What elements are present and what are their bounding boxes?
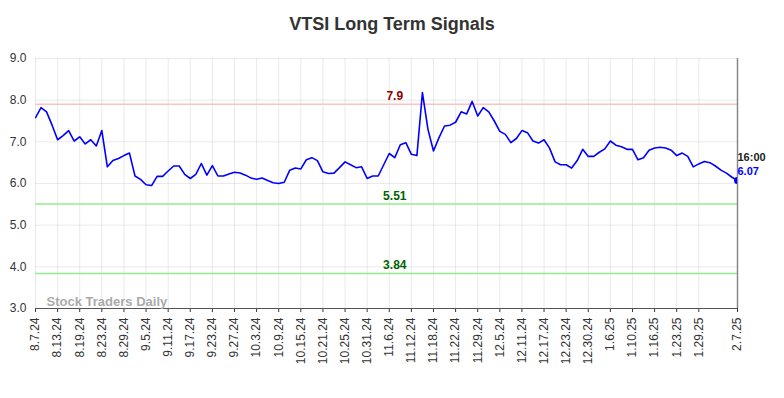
svg-text:12.17.24: 12.17.24 bbox=[537, 317, 551, 364]
svg-text:12.11.24: 12.11.24 bbox=[515, 317, 529, 363]
svg-text:1.29.25: 1.29.25 bbox=[692, 317, 706, 357]
svg-text:1.16.25: 1.16.25 bbox=[647, 317, 661, 357]
svg-text:8.23.24: 8.23.24 bbox=[95, 317, 109, 357]
svg-text:12.30.24: 12.30.24 bbox=[581, 317, 595, 364]
svg-text:3.84: 3.84 bbox=[383, 258, 407, 272]
svg-text:5.0: 5.0 bbox=[10, 218, 27, 232]
svg-text:10.25.24: 10.25.24 bbox=[338, 317, 352, 364]
svg-text:10.21.24: 10.21.24 bbox=[316, 317, 330, 364]
svg-text:6.07: 6.07 bbox=[738, 165, 759, 177]
svg-text:11.22.24: 11.22.24 bbox=[448, 317, 462, 363]
svg-text:11.18.24: 11.18.24 bbox=[426, 317, 440, 363]
svg-text:5.51: 5.51 bbox=[383, 189, 407, 203]
svg-text:8.0: 8.0 bbox=[10, 93, 27, 107]
svg-text:1.6.25: 1.6.25 bbox=[603, 317, 617, 351]
svg-text:4.0: 4.0 bbox=[10, 260, 27, 274]
svg-text:Stock Traders Daily: Stock Traders Daily bbox=[47, 294, 168, 309]
svg-text:11.12.24: 11.12.24 bbox=[404, 317, 418, 363]
svg-text:1.23.25: 1.23.25 bbox=[670, 317, 684, 357]
svg-text:11.6.24: 11.6.24 bbox=[382, 317, 396, 356]
svg-text:2.7.25: 2.7.25 bbox=[730, 317, 744, 351]
svg-text:10.15.24: 10.15.24 bbox=[294, 317, 308, 364]
svg-text:16:00: 16:00 bbox=[738, 151, 766, 163]
svg-text:9.5.24: 9.5.24 bbox=[139, 317, 153, 351]
svg-text:1.10.25: 1.10.25 bbox=[625, 317, 639, 357]
html-text:VTSI Long Term Signals: VTSI Long Term Signals bbox=[289, 14, 495, 34]
svg-text:10.9.24: 10.9.24 bbox=[272, 317, 286, 357]
svg-text:7.9: 7.9 bbox=[386, 89, 403, 103]
svg-text:9.0: 9.0 bbox=[10, 51, 27, 65]
svg-text:12.23.24: 12.23.24 bbox=[559, 317, 573, 364]
svg-text:9.17.24: 9.17.24 bbox=[183, 317, 197, 357]
svg-text:12.5.24: 12.5.24 bbox=[493, 317, 507, 357]
svg-text:3.0: 3.0 bbox=[10, 301, 27, 315]
svg-text:8.13.24: 8.13.24 bbox=[50, 317, 64, 357]
svg-text:8.29.24: 8.29.24 bbox=[117, 317, 131, 357]
svg-text:9.23.24: 9.23.24 bbox=[205, 317, 219, 357]
svg-text:8.7.24: 8.7.24 bbox=[28, 317, 42, 351]
svg-text:6.0: 6.0 bbox=[10, 176, 27, 190]
svg-text:11.29.24: 11.29.24 bbox=[471, 317, 485, 363]
svg-text:7.0: 7.0 bbox=[10, 135, 27, 149]
svg-text:9.11.24: 9.11.24 bbox=[161, 317, 175, 356]
svg-text:8.19.24: 8.19.24 bbox=[73, 317, 87, 357]
svg-text:9.27.24: 9.27.24 bbox=[227, 317, 241, 357]
svg-text:10.31.24: 10.31.24 bbox=[360, 317, 374, 364]
svg-text:10.3.24: 10.3.24 bbox=[249, 317, 263, 357]
